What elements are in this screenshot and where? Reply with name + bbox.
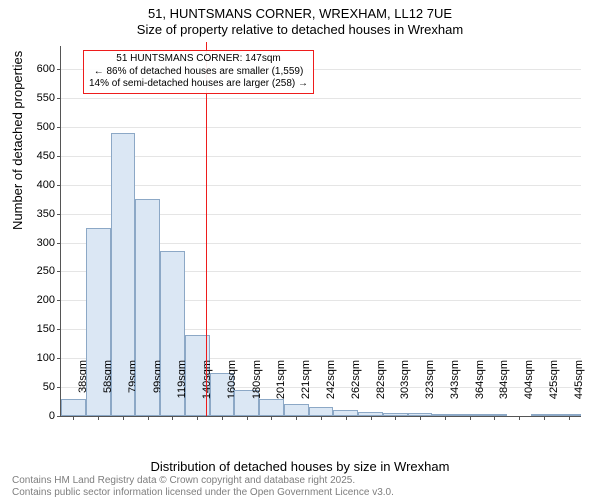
xtick-label: 343sqm [449, 354, 461, 420]
reference-line [206, 42, 207, 416]
xtick-mark [98, 416, 99, 420]
xtick-label: 384sqm [498, 354, 510, 420]
annotation-line2: ← 86% of detached houses are smaller (1,… [89, 66, 308, 79]
annotation-box: 51 HUNTSMANS CORNER: 147sqm ← 86% of det… [83, 50, 314, 94]
ytick-label: 550 [21, 92, 61, 104]
ytick-label: 250 [21, 265, 61, 277]
x-axis-label: Distribution of detached houses by size … [0, 459, 600, 474]
footnote: Contains HM Land Registry data © Crown c… [12, 475, 394, 498]
gridline [61, 127, 581, 128]
ytick-label: 0 [21, 410, 61, 422]
xtick-mark [271, 416, 272, 420]
ytick-label: 450 [21, 150, 61, 162]
xtick-mark [296, 416, 297, 420]
xtick-label: 445sqm [573, 354, 585, 420]
ytick-label: 500 [21, 121, 61, 133]
ytick-label: 300 [21, 237, 61, 249]
xtick-mark [395, 416, 396, 420]
footnote-line1: Contains HM Land Registry data © Crown c… [12, 475, 394, 487]
xtick-mark [148, 416, 149, 420]
xtick-mark [197, 416, 198, 420]
xtick-label: 282sqm [375, 354, 387, 420]
ytick-label: 200 [21, 294, 61, 306]
xtick-mark [321, 416, 322, 420]
gridline [61, 185, 581, 186]
annotation-line3: 14% of semi-detached houses are larger (… [89, 78, 308, 91]
xtick-mark [371, 416, 372, 420]
gridline [61, 98, 581, 99]
ytick-label: 50 [21, 381, 61, 393]
ytick-label: 150 [21, 323, 61, 335]
chart-title-line1: 51, HUNTSMANS CORNER, WREXHAM, LL12 7UE [0, 0, 600, 22]
plot-area: 05010015020025030035040045050055060038sq… [60, 46, 581, 417]
xtick-label: 323sqm [424, 354, 436, 420]
ytick-label: 100 [21, 352, 61, 364]
xtick-mark [73, 416, 74, 420]
xtick-mark [470, 416, 471, 420]
y-axis-label: Number of detached properties [10, 51, 25, 230]
xtick-mark [544, 416, 545, 420]
xtick-mark [247, 416, 248, 420]
xtick-mark [445, 416, 446, 420]
xtick-mark [494, 416, 495, 420]
xtick-mark [346, 416, 347, 420]
xtick-label: 262sqm [350, 354, 362, 420]
xtick-label: 404sqm [523, 354, 535, 420]
xtick-mark [123, 416, 124, 420]
xtick-label: 364sqm [474, 354, 486, 420]
ytick-label: 350 [21, 208, 61, 220]
xtick-label: 303sqm [399, 354, 411, 420]
ytick-label: 600 [21, 63, 61, 75]
xtick-mark [569, 416, 570, 420]
chart-title-line2: Size of property relative to detached ho… [0, 22, 600, 38]
footnote-line2: Contains public sector information licen… [12, 487, 394, 499]
ytick-label: 400 [21, 179, 61, 191]
xtick-label: 425sqm [548, 354, 560, 420]
xtick-mark [519, 416, 520, 420]
gridline [61, 156, 581, 157]
annotation-line1: 51 HUNTSMANS CORNER: 147sqm [89, 53, 308, 66]
xtick-mark [222, 416, 223, 420]
xtick-mark [420, 416, 421, 420]
xtick-mark [172, 416, 173, 420]
